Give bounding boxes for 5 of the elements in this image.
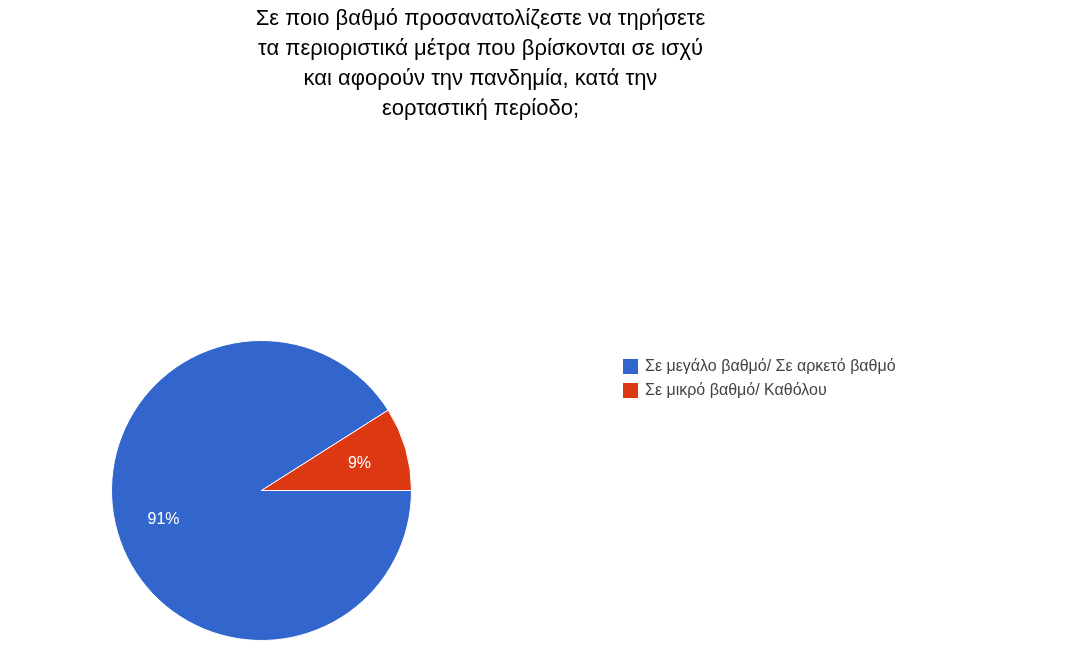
data-label: 91% [147, 510, 180, 528]
legend-label: Σε μεγάλο βαθμό/ Σε αρκετό βαθμό [645, 357, 896, 375]
data-label: 9% [347, 453, 372, 471]
chart-title: Σε ποιο βαθμό προσανατολίζεστε να τηρήσετε τα περιοριστικά μέτρα που βρίσκονται σε ισχύ και αφορούν την πανδημία, κατά την εορταστική περίοδο; [255, 4, 706, 120]
legend-label: Σε μικρό βαθμό/ Καθόλου [645, 381, 827, 399]
